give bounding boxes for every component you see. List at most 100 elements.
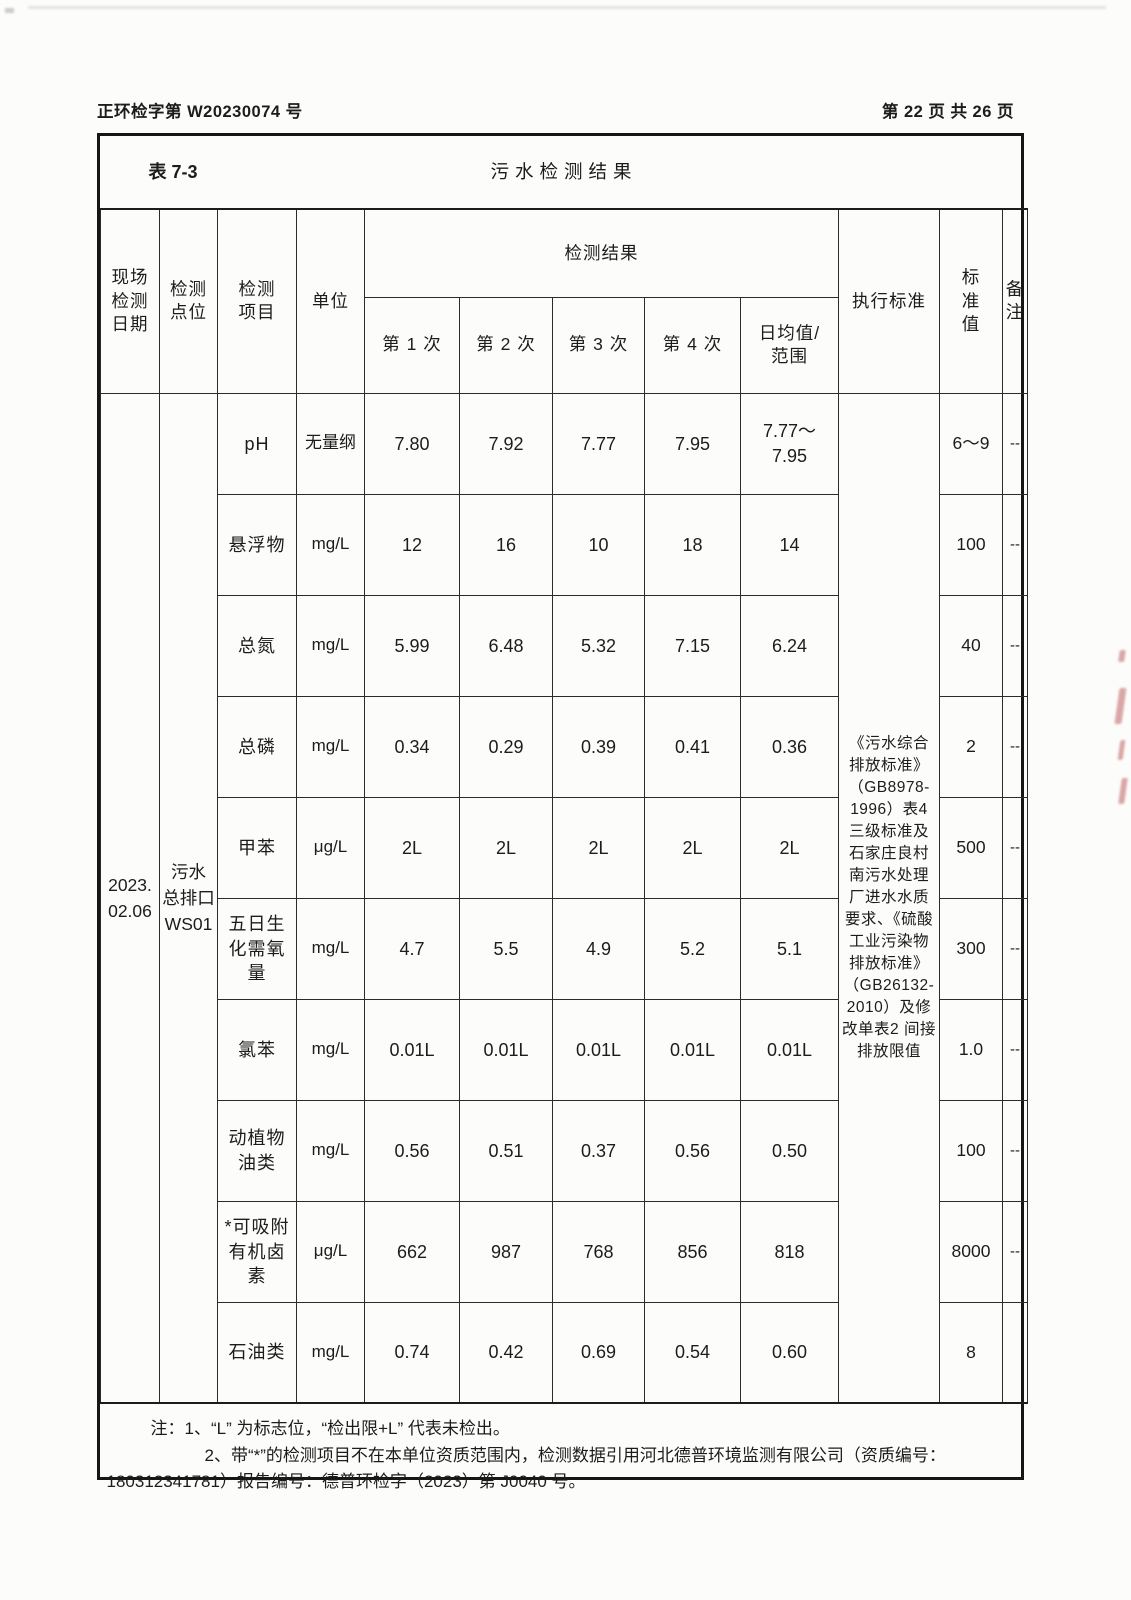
remark-cell: -- <box>1001 897 1029 1000</box>
daily-avg-cell: 5.1 <box>740 897 839 1000</box>
remark-cell: -- <box>1001 493 1029 596</box>
limit-cell: 100 <box>939 493 1003 596</box>
table-notes-row: 注：1、“L” 为标志位，“检出限+L” 代表未检出。 2、带“*”的检测项目不… <box>100 1402 1028 1521</box>
table-label: 表 7-3 <box>148 161 198 182</box>
result3-cell: 5.32 <box>552 594 645 697</box>
limit-cell: 2 <box>939 695 1003 798</box>
standard-cell: 《污水综合排放标准》（GB8978-1996）表4 三级标准及石家庄良村南污水处… <box>838 392 940 1404</box>
col-header-point: 检测 点位 <box>159 208 218 394</box>
scan-artifact-red-mark <box>1117 740 1126 760</box>
header-row-top: 现场 检测 日期 检测 点位 检测 项目 单位 检测结果 执行标准 标 准 值 … <box>100 208 1029 394</box>
limit-cell: 6～9 <box>939 392 1003 495</box>
scan-corner-speck <box>5 8 14 13</box>
table-row-ph: 2023. 02.06 污水 总排口 WS01 pH 无量纲 7.80 7.92… <box>100 392 1029 1404</box>
result2-cell: 2L <box>459 796 553 899</box>
table-row-suspended-solids: 悬浮物 mg/L 12 16 10 18 14 100 -- <box>101 493 1029 596</box>
result3-cell: 4.9 <box>552 897 645 1000</box>
result3-cell: 0.37 <box>552 1099 645 1202</box>
result1-cell: 0.34 <box>364 695 460 798</box>
result1-cell: 12 <box>364 493 460 596</box>
result1-cell: 662 <box>364 1200 460 1303</box>
col-header-run3: 第 3 次 <box>552 296 645 394</box>
table-row-petroleum: 石油类 mg/L 0.74 0.42 0.69 0.54 0.60 8 <box>101 1301 1029 1404</box>
sampling-point-cell: 污水 总排口 WS01 <box>159 392 218 1404</box>
daily-avg-cell: 818 <box>740 1200 839 1303</box>
unit-cell: μg/L <box>296 1200 365 1303</box>
col-header-daily-avg: 日均值/ 范围 <box>740 296 839 394</box>
remark-cell: -- <box>1001 998 1029 1101</box>
result2-cell: 6.48 <box>459 594 553 697</box>
result2-cell: 987 <box>459 1200 553 1303</box>
remark-cell: -- <box>1001 796 1029 899</box>
col-header-results-group: 检测结果 <box>364 208 839 298</box>
item-cell: 五日生化需氧量 <box>217 897 297 1000</box>
result3-cell: 0.01L <box>552 998 645 1101</box>
result1-cell: 7.80 <box>364 392 460 495</box>
remark-cell <box>1001 1301 1029 1404</box>
unit-cell: μg/L <box>296 796 365 899</box>
daily-avg-cell: 2L <box>740 796 839 899</box>
result1-cell: 5.99 <box>364 594 460 697</box>
daily-avg-cell: 0.36 <box>740 695 839 798</box>
result3-cell: 2L <box>552 796 645 899</box>
unit-cell: mg/L <box>296 998 365 1101</box>
result2-cell: 7.92 <box>459 392 553 495</box>
remark-cell: -- <box>1001 392 1029 495</box>
header-row-sub: 第 1 次 第 2 次 第 3 次 第 4 次 日均值/ 范围 <box>101 296 1028 394</box>
result2-cell: 0.51 <box>459 1099 553 1202</box>
page-indicator: 第 22 页 共 26 页 <box>881 103 1014 121</box>
daily-avg-cell: 0.50 <box>740 1099 839 1202</box>
result4-cell: 0.01L <box>644 998 741 1101</box>
result2-cell: 16 <box>459 493 553 596</box>
result4-cell: 856 <box>644 1200 741 1303</box>
item-cell: 动植物油类 <box>217 1099 297 1202</box>
item-cell: *可吸附有机卤素 <box>217 1200 297 1303</box>
result4-cell: 0.56 <box>644 1099 741 1202</box>
item-cell: 总磷 <box>217 695 297 798</box>
col-header-run2: 第 2 次 <box>459 296 553 394</box>
result4-cell: 0.54 <box>644 1301 741 1404</box>
col-header-standard: 执行标准 <box>838 208 940 394</box>
result3-cell: 768 <box>552 1200 645 1303</box>
result2-cell: 5.5 <box>459 897 553 1000</box>
result2-cell: 0.29 <box>459 695 553 798</box>
result4-cell: 7.15 <box>644 594 741 697</box>
result4-cell: 7.95 <box>644 392 741 495</box>
result3-cell: 0.39 <box>552 695 645 798</box>
result3-cell: 0.69 <box>552 1301 645 1404</box>
limit-cell: 40 <box>939 594 1003 697</box>
sampling-date-cell: 2023. 02.06 <box>100 392 160 1404</box>
col-header-item: 检测 项目 <box>217 208 297 394</box>
table-row-chlorobenzene: 氯苯 mg/L 0.01L 0.01L 0.01L 0.01L 0.01L 1.… <box>101 998 1029 1101</box>
table-row-total-nitrogen: 总氮 mg/L 5.99 6.48 5.32 7.15 6.24 40 -- <box>101 594 1029 697</box>
daily-avg-cell: 6.24 <box>740 594 839 697</box>
result3-cell: 10 <box>552 493 645 596</box>
doc-number: 正环检字第 W20230074 号 <box>97 103 303 121</box>
unit-cell: mg/L <box>296 493 365 596</box>
table-title-row: 表 7-3 污水检测结果 <box>100 136 1028 211</box>
remark-cell: -- <box>1001 1200 1029 1303</box>
limit-cell: 1.0 <box>939 998 1003 1101</box>
col-header-run1: 第 1 次 <box>364 296 460 394</box>
table-row-animal-vegetable-oils: 动植物油类 mg/L 0.56 0.51 0.37 0.56 0.50 100 … <box>101 1099 1029 1202</box>
result2-cell: 0.42 <box>459 1301 553 1404</box>
unit-cell: mg/L <box>296 594 365 697</box>
result1-cell: 0.01L <box>364 998 460 1101</box>
note-line-2: 2、带“*”的检测项目不在本单位资质范围内，检测数据引用河北德普环境监测有限公司… <box>106 1445 946 1491</box>
note-line-1: 注：1、“L” 为标志位，“检出限+L” 代表未检出。 <box>150 1419 510 1439</box>
table-row-total-phosphorus: 总磷 mg/L 0.34 0.29 0.39 0.41 0.36 2 -- <box>101 695 1029 798</box>
unit-cell: mg/L <box>296 695 365 798</box>
col-header-date: 现场 检测 日期 <box>100 208 160 394</box>
scan-edge-streak <box>28 6 1106 9</box>
result2-cell: 0.01L <box>459 998 553 1101</box>
daily-avg-cell: 0.01L <box>740 998 839 1101</box>
result1-cell: 2L <box>364 796 460 899</box>
unit-cell: mg/L <box>296 1301 365 1404</box>
col-header-unit: 单位 <box>296 208 365 394</box>
limit-cell: 100 <box>939 1099 1003 1202</box>
result4-cell: 2L <box>644 796 741 899</box>
limit-cell: 300 <box>939 897 1003 1000</box>
col-header-remark: 备 注 <box>1001 208 1029 394</box>
unit-cell: mg/L <box>296 897 365 1000</box>
table-title: 污水检测结果 <box>490 160 638 182</box>
